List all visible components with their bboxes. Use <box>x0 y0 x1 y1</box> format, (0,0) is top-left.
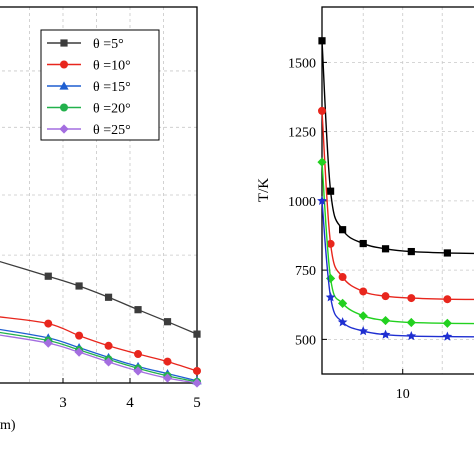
data-point-s0-1 <box>326 187 335 195</box>
x-tick-label: 5 <box>193 395 201 411</box>
legend-marker <box>60 103 68 112</box>
data-point-s1-3 <box>359 287 368 296</box>
data-point-s1-4 <box>134 350 143 359</box>
right-chart-grid <box>322 7 474 374</box>
data-point-s0-2 <box>75 282 83 290</box>
data-point-s1-1 <box>326 239 335 248</box>
data-point-s0-4 <box>381 245 390 253</box>
data-point-s1-5 <box>407 294 416 303</box>
legend-label: θ =10° <box>93 59 131 74</box>
left-chart-series <box>0 260 202 388</box>
data-point-s0-5 <box>163 318 172 326</box>
right-chart-series <box>317 37 474 341</box>
data-point-s0-0 <box>318 37 326 45</box>
right-chart-panel: 10 500 750 1000 1250 1500 T/K <box>256 6 474 402</box>
data-point-s1-2 <box>338 273 347 282</box>
data-point-s2-6 <box>442 318 452 328</box>
legend-marker <box>60 60 68 69</box>
left-chart-x-axis-label: m) <box>0 418 16 433</box>
data-point-s3-5 <box>406 330 417 341</box>
data-point-s0-4 <box>134 306 142 314</box>
legend-label: θ =15° <box>93 80 131 95</box>
data-point-s3-4 <box>380 329 391 339</box>
data-point-s4-6 <box>192 378 202 388</box>
series-line-0 <box>321 40 474 255</box>
legend-box <box>40 29 160 141</box>
data-point-s1-4 <box>381 292 390 301</box>
left-chart-frame <box>0 6 198 384</box>
data-point-s3-1 <box>325 292 336 302</box>
legend-marker <box>60 39 68 47</box>
data-point-s4-2 <box>74 347 84 357</box>
data-point-s4-3 <box>103 357 114 367</box>
series-line-3 <box>321 200 474 338</box>
data-point-s3-0 <box>317 195 327 206</box>
data-point-s1-0 <box>318 106 326 115</box>
data-point-s0-3 <box>359 239 367 248</box>
data-point-s1-2 <box>75 331 84 340</box>
right-chart-x-ticks: 10 <box>396 369 410 402</box>
data-point-s0-2 <box>339 226 347 234</box>
y-tick-label: 500 <box>295 333 316 348</box>
data-point-s1-5 <box>163 357 172 366</box>
data-point-s2-2 <box>338 298 348 308</box>
legend-marker <box>59 81 69 90</box>
legend-label: θ =20° <box>93 102 131 117</box>
data-point-s4-5 <box>162 373 173 383</box>
data-point-s3-2 <box>337 317 348 327</box>
data-point-s2-3 <box>358 311 368 321</box>
legend-label: θ =5° <box>93 37 124 52</box>
right-chart-frame <box>321 6 474 375</box>
y-tick-label: 750 <box>295 264 316 279</box>
y-tick-label: 1500 <box>288 56 316 71</box>
data-point-s0-5 <box>407 247 415 256</box>
data-point-s4-1 <box>43 338 53 348</box>
data-point-s4-4 <box>133 366 143 376</box>
data-point-s1-6 <box>443 295 452 304</box>
data-point-s0-3 <box>104 293 113 301</box>
data-point-s1-1 <box>44 319 53 328</box>
data-point-s3-6 <box>442 331 453 341</box>
legend: θ =5° θ =10° θ =15° θ =20° θ =25° <box>40 29 160 141</box>
x-tick-label: 4 <box>126 395 134 411</box>
right-chart-y-axis-label: T/K <box>256 178 272 202</box>
x-tick-label: 10 <box>396 387 410 402</box>
legend-marker <box>59 124 69 134</box>
data-point-s2-4 <box>380 315 391 326</box>
legend-label: θ =25° <box>93 123 131 138</box>
data-point-s0-6 <box>443 249 451 257</box>
data-point-s1-6 <box>193 366 201 375</box>
data-point-s2-5 <box>406 317 416 328</box>
series-line-1 <box>321 110 474 301</box>
right-chart-y-ticks: 500 750 1000 1250 1500 <box>288 56 327 348</box>
y-tick-label: 1000 <box>288 195 316 210</box>
data-point-s3-3 <box>358 325 369 336</box>
data-point-s0-6 <box>193 330 201 338</box>
y-tick-label: 1250 <box>288 126 316 141</box>
x-tick-label: 3 <box>59 395 67 411</box>
left-chart-panel: 3 4 5 m) θ =5° θ =10° θ =15° θ =20° θ =25° <box>0 6 202 433</box>
data-point-s2-0 <box>317 157 327 167</box>
data-point-s0-1 <box>44 272 52 280</box>
data-point-s1-3 <box>104 341 113 350</box>
